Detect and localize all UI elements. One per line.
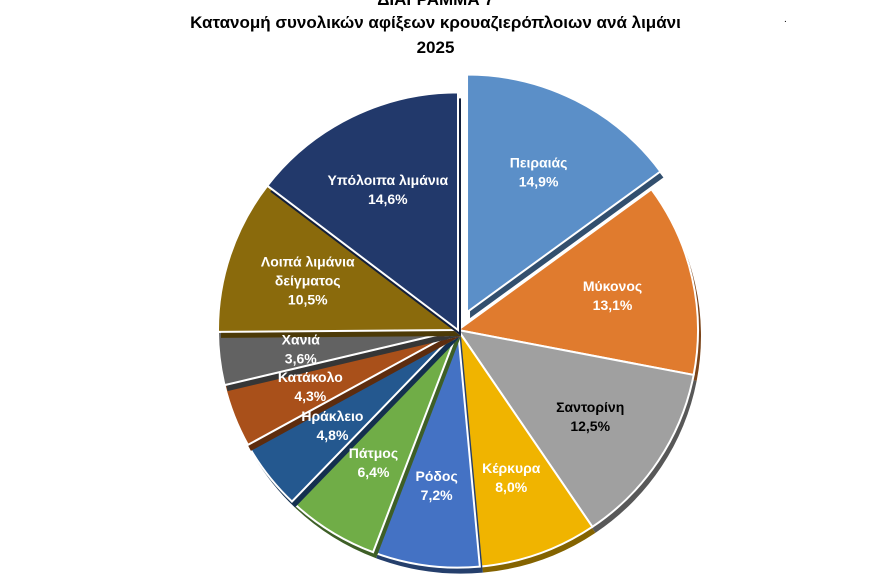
slice-category-label: Πειραιάς bbox=[510, 155, 568, 171]
pie-slice-κέρκυρα bbox=[456, 326, 594, 568]
pie-slice-λοιπά-λιμάνια-δείγματος bbox=[217, 184, 461, 333]
slice-category-label: Ηράκλειο bbox=[301, 408, 363, 424]
slice-value-label: 10,5% bbox=[288, 291, 328, 307]
slice-value-label: 14,6% bbox=[368, 191, 408, 207]
slice-category-label: Υπόλοιπα λιμάνια bbox=[327, 172, 448, 188]
slice-value-label: 12,5% bbox=[570, 418, 610, 434]
slice-value-label: 4,3% bbox=[294, 388, 326, 404]
pie-slice-πειραιάς bbox=[466, 73, 662, 315]
chart-title: Κατανομή συνολικών αφίξεων κρουαζιερόπλο… bbox=[190, 13, 681, 32]
stray-mark: . bbox=[784, 14, 787, 25]
slice-category-label: Λοιπά λιμάνια bbox=[261, 253, 355, 269]
slice-value-label: 8,0% bbox=[495, 479, 527, 495]
slice-category-label: Ρόδος bbox=[416, 468, 458, 484]
slice-category-label: Χανιά bbox=[282, 331, 321, 347]
slice-category-label: Μύκονος bbox=[583, 278, 642, 294]
slice-value-label: 14,9% bbox=[519, 174, 559, 190]
pie-slice-μύκονος bbox=[455, 187, 699, 377]
slice-value-label: 7,2% bbox=[421, 487, 453, 503]
slice-category-label: δείγματος bbox=[275, 272, 341, 288]
pie-slice-σαντορίνη bbox=[455, 328, 695, 529]
slice-value-label: 4,8% bbox=[316, 427, 348, 443]
slice-category-label: Κέρκυρα bbox=[482, 460, 541, 476]
chart-caption: ΔΙΑΓΡΑΜΜΑ 7 bbox=[0, 0, 871, 10]
slice-value-label: 3,6% bbox=[285, 350, 317, 366]
slice-category-label: Πάτμος bbox=[349, 445, 398, 461]
slice-category-label: Σαντορίνη bbox=[556, 399, 624, 415]
slice-value-label: 6,4% bbox=[358, 464, 390, 480]
slice-category-label: Κατάκολο bbox=[278, 369, 343, 385]
chart-year: 2025 bbox=[416, 38, 455, 57]
slice-value-label: 13,1% bbox=[593, 297, 633, 313]
pie-slice-υπόλοιπα-λιμάνια bbox=[265, 91, 459, 333]
